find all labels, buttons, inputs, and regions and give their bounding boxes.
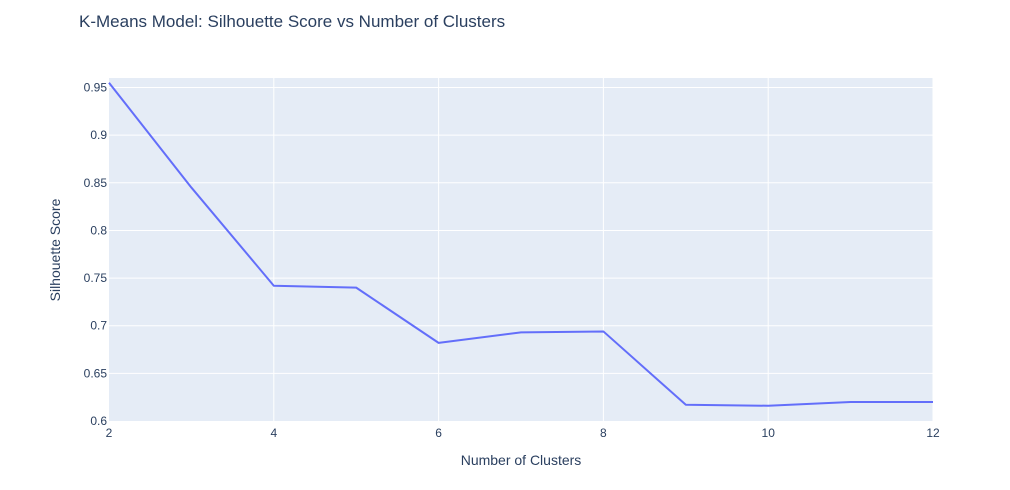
x-tick-label: 8 — [600, 426, 607, 440]
y-tick-labels: 0.6 0.65 0.7 0.75 0.8 0.85 0.9 0.95 — [84, 81, 108, 428]
data-point[interactable] — [436, 340, 442, 346]
data-point[interactable] — [848, 399, 854, 405]
data-point[interactable] — [930, 399, 936, 405]
y-tick-label: 0.9 — [90, 128, 107, 142]
data-point[interactable] — [518, 329, 524, 335]
y-tick-label: 0.7 — [90, 319, 107, 333]
data-point[interactable] — [188, 185, 194, 191]
data-point[interactable] — [683, 402, 689, 408]
y-tick-label: 0.65 — [84, 366, 108, 380]
data-point[interactable] — [353, 285, 359, 291]
data-point[interactable] — [600, 328, 606, 334]
x-tick-label: 6 — [435, 426, 442, 440]
x-tick-labels: 2 4 6 8 10 12 — [106, 426, 940, 440]
x-tick-label: 2 — [106, 426, 113, 440]
series-layer — [108, 82, 936, 409]
x-tick-label: 4 — [270, 426, 277, 440]
y-tick-label: 0.8 — [90, 223, 107, 237]
y-tick-label: 0.85 — [84, 176, 108, 190]
y-tick-label: 0.95 — [84, 81, 108, 95]
chart-title: K-Means Model: Silhouette Score vs Numbe… — [79, 12, 505, 31]
y-tick-label: 0.75 — [84, 271, 108, 285]
series-line — [108, 82, 933, 407]
x-axis-title: Number of Clusters — [461, 452, 582, 468]
y-tick-label: 0.6 — [90, 414, 107, 428]
x-tick-label: 12 — [926, 426, 940, 440]
x-tick-label: 10 — [762, 426, 776, 440]
plot-area — [109, 78, 933, 421]
y-axis-title: Silhouette Score — [47, 198, 63, 301]
data-point[interactable] — [271, 283, 277, 289]
data-point[interactable] — [765, 403, 771, 409]
y-gridlines — [109, 87, 933, 374]
